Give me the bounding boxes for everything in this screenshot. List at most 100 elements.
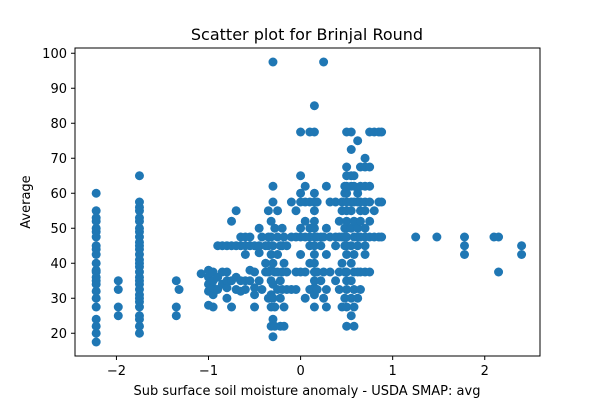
data-point bbox=[91, 286, 101, 296]
data-point bbox=[250, 267, 260, 277]
data-point bbox=[257, 232, 267, 242]
data-point bbox=[268, 197, 278, 207]
data-point bbox=[279, 321, 289, 331]
data-point bbox=[91, 265, 101, 275]
data-point bbox=[134, 321, 144, 331]
x-tick-label: 0 bbox=[296, 364, 304, 379]
data-point bbox=[91, 337, 101, 347]
data-point bbox=[353, 223, 363, 233]
data-point bbox=[331, 241, 341, 251]
data-point bbox=[296, 127, 306, 137]
data-point bbox=[346, 206, 356, 216]
data-point bbox=[319, 57, 329, 67]
data-point bbox=[365, 181, 375, 191]
data-point bbox=[319, 267, 329, 277]
data-point bbox=[268, 241, 278, 251]
data-point bbox=[171, 302, 181, 312]
data-point bbox=[250, 283, 260, 293]
data-point bbox=[331, 276, 341, 286]
data-point bbox=[196, 269, 206, 279]
data-point bbox=[346, 145, 356, 154]
data-point bbox=[316, 276, 326, 286]
data-point bbox=[268, 181, 278, 191]
data-point bbox=[309, 302, 319, 312]
data-point bbox=[312, 267, 322, 277]
data-point bbox=[91, 223, 101, 233]
data-point bbox=[331, 197, 341, 207]
data-point bbox=[360, 223, 370, 233]
data-point bbox=[360, 250, 370, 259]
data-point bbox=[254, 276, 264, 286]
x-tick-label: −2 bbox=[107, 364, 126, 379]
data-point bbox=[460, 232, 469, 242]
data-point bbox=[349, 181, 359, 191]
data-point bbox=[113, 285, 123, 294]
data-point bbox=[91, 314, 101, 324]
data-point bbox=[268, 314, 278, 324]
data-point bbox=[174, 285, 184, 294]
data-point bbox=[309, 127, 319, 137]
data-point bbox=[296, 223, 306, 233]
data-point bbox=[227, 302, 237, 312]
data-point bbox=[309, 258, 319, 268]
data-point bbox=[342, 232, 352, 242]
data-point bbox=[342, 267, 352, 277]
data-point bbox=[268, 57, 278, 67]
data-point bbox=[360, 153, 370, 163]
data-point bbox=[300, 293, 310, 303]
data-point bbox=[309, 188, 319, 198]
y-tick-label: 20 bbox=[50, 327, 67, 342]
data-point bbox=[349, 302, 359, 312]
data-point bbox=[365, 162, 375, 172]
data-point bbox=[300, 181, 310, 191]
data-point bbox=[208, 302, 218, 312]
data-point bbox=[342, 285, 352, 294]
data-point bbox=[282, 241, 292, 251]
data-point bbox=[273, 206, 283, 216]
data-point bbox=[270, 223, 280, 233]
data-point bbox=[134, 171, 144, 181]
data-point bbox=[91, 213, 101, 223]
data-point bbox=[291, 285, 301, 294]
data-point bbox=[349, 171, 359, 181]
data-point bbox=[134, 213, 144, 223]
data-point bbox=[113, 311, 123, 321]
data-point bbox=[261, 258, 271, 268]
data-point bbox=[91, 206, 101, 216]
y-tick-label: 50 bbox=[50, 222, 67, 237]
data-point bbox=[346, 258, 356, 268]
y-tick-label: 70 bbox=[50, 152, 67, 167]
data-point bbox=[460, 250, 469, 259]
y-tick-label: 60 bbox=[50, 187, 67, 202]
data-point bbox=[257, 285, 267, 294]
data-point bbox=[91, 328, 101, 338]
data-point bbox=[275, 293, 285, 303]
data-point bbox=[349, 250, 359, 259]
data-point bbox=[360, 241, 370, 251]
data-point bbox=[286, 197, 296, 207]
data-point bbox=[309, 216, 319, 226]
data-point bbox=[300, 216, 310, 226]
y-tick-label: 90 bbox=[50, 82, 67, 97]
data-point bbox=[273, 232, 283, 242]
data-point bbox=[316, 241, 326, 251]
data-point bbox=[275, 276, 285, 286]
data-point bbox=[268, 293, 278, 303]
data-point bbox=[263, 206, 273, 216]
data-point bbox=[365, 216, 375, 226]
data-point bbox=[273, 250, 283, 259]
data-point bbox=[365, 197, 375, 207]
data-point bbox=[334, 285, 344, 294]
data-point bbox=[346, 311, 356, 321]
x-axis: −2 −1 0 1 2 bbox=[107, 356, 489, 379]
data-point bbox=[309, 223, 319, 233]
data-point bbox=[460, 241, 469, 251]
data-point bbox=[91, 188, 101, 198]
data-point bbox=[353, 188, 363, 198]
data-point bbox=[268, 258, 278, 268]
data-point bbox=[337, 258, 347, 268]
data-point bbox=[349, 285, 359, 294]
data-point bbox=[312, 197, 322, 207]
data-point bbox=[279, 258, 289, 268]
data-point bbox=[321, 285, 331, 294]
